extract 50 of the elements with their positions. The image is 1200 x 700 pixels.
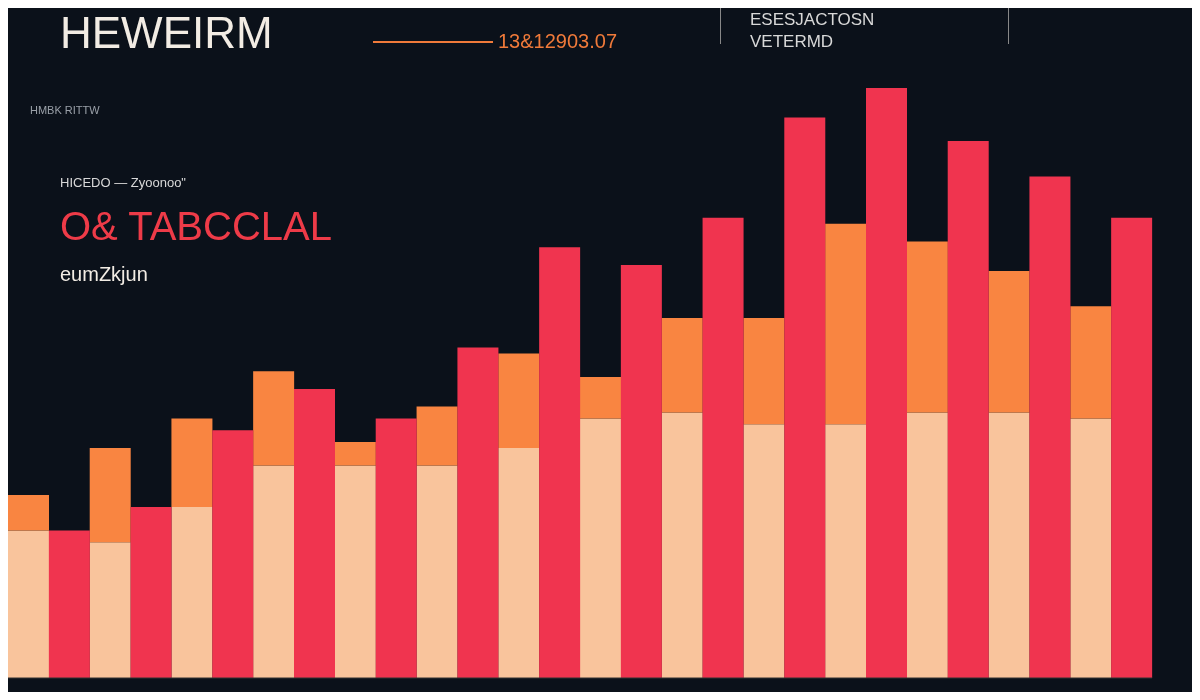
- bar: [661, 318, 703, 413]
- annotation: eumZkjun: [60, 263, 148, 286]
- bar: [416, 406, 458, 466]
- bar: [334, 465, 376, 678]
- bar: [212, 430, 254, 678]
- text: ESESJACTOSN: [750, 10, 875, 30]
- annotation: HMBK RITTW: [30, 104, 100, 116]
- bar: [253, 465, 295, 678]
- bar: [1070, 306, 1112, 419]
- bar: [988, 412, 1030, 678]
- bar: [171, 418, 213, 507]
- bar: [294, 388, 335, 678]
- bar: [702, 217, 744, 678]
- bar: [906, 412, 948, 678]
- bar: [48, 530, 90, 678]
- bar: [130, 506, 172, 678]
- text: 13&12903.07: [498, 30, 618, 53]
- bar: [825, 424, 867, 678]
- bar: [906, 241, 948, 413]
- chart-title: HEWEIRM: [60, 8, 273, 58]
- bar: [620, 265, 662, 678]
- bar: [784, 117, 826, 678]
- bar: [253, 371, 295, 466]
- bar: [8, 495, 49, 531]
- bar: [1029, 176, 1071, 678]
- bar: [8, 530, 49, 678]
- bar: [743, 424, 785, 678]
- bar: [89, 542, 131, 678]
- annotation: HICEDO — Zyoonoo": [60, 175, 186, 190]
- bar: [498, 447, 540, 678]
- bar: [1111, 217, 1153, 678]
- bar: [947, 141, 989, 678]
- bar: [498, 353, 540, 448]
- bar: [866, 88, 907, 678]
- bar: [988, 270, 1030, 413]
- bar: [375, 418, 417, 678]
- bar: [89, 447, 131, 543]
- bar: [171, 506, 213, 678]
- bar: [334, 442, 376, 466]
- annotation: O& TABCCLAL: [60, 204, 332, 249]
- bar: [661, 412, 703, 678]
- text: VETERMD: [750, 32, 834, 52]
- bar: [457, 347, 499, 678]
- bar: [743, 318, 785, 425]
- bar: [539, 247, 581, 678]
- bar: [825, 223, 867, 425]
- bar: [416, 465, 458, 678]
- bar: [580, 377, 621, 419]
- bar: [580, 418, 621, 678]
- bar: [1070, 418, 1112, 678]
